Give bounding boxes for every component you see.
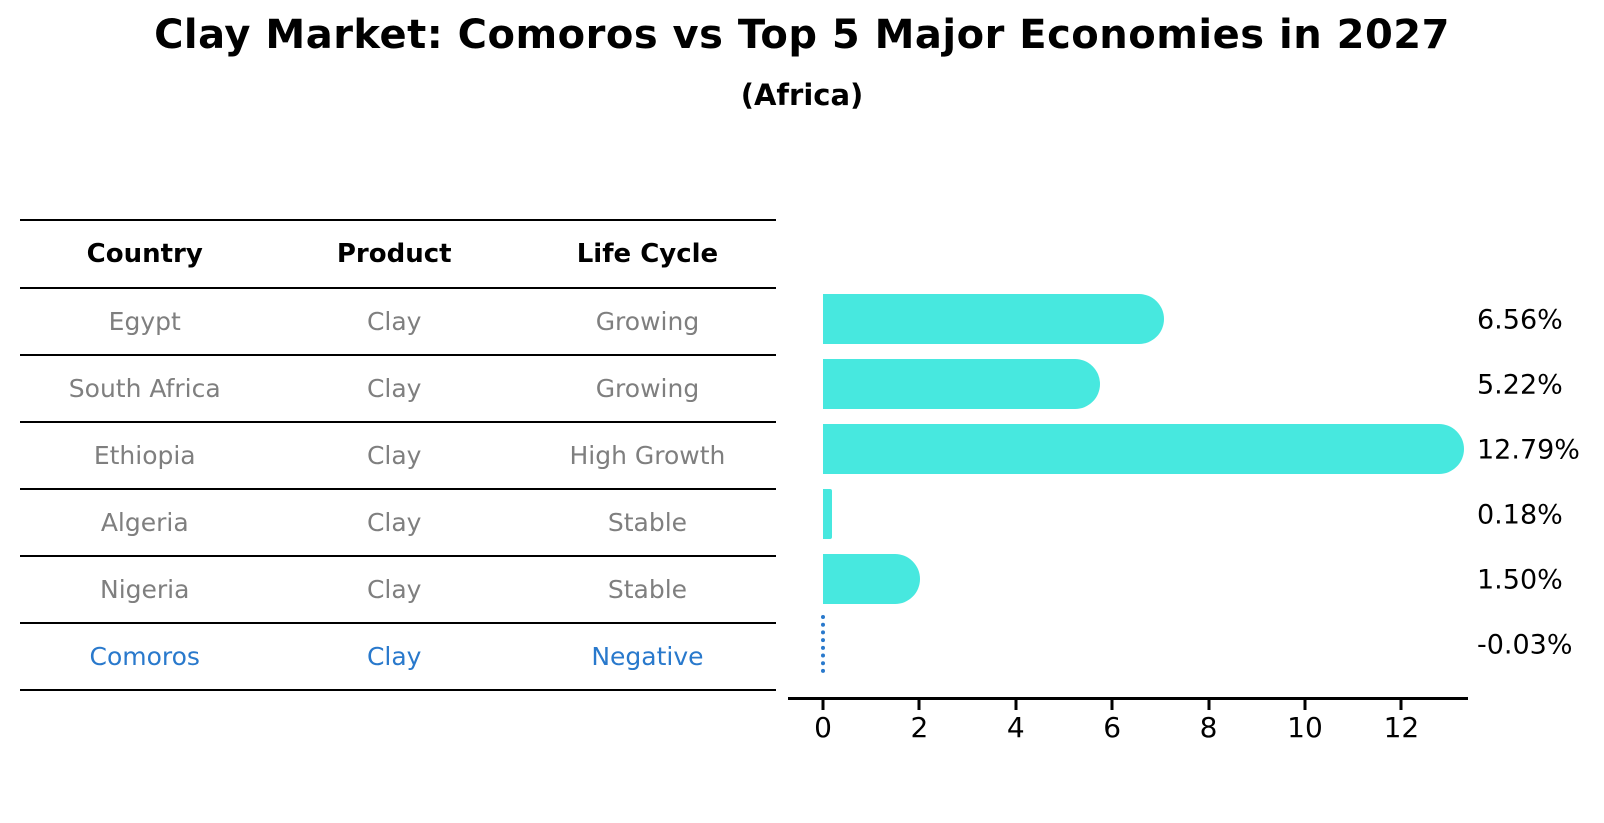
table-cell-country: Comoros: [89, 642, 200, 671]
chart-subtitle: (Africa): [740, 78, 864, 112]
table-row-ethiopia: Ethiopia Clay High Growth: [20, 423, 776, 490]
bar-row-egypt: [788, 287, 1488, 352]
bars-area: [788, 287, 1488, 677]
x-tick-label-12: 12: [1383, 711, 1420, 744]
table-row-nigeria: Nigeria Clay Stable: [20, 557, 776, 624]
table-cell-country: Egypt: [108, 307, 181, 336]
table-cell-country: Algeria: [100, 508, 189, 537]
table-row-south-africa: South Africa Clay Growing: [20, 356, 776, 423]
table-cell-product: Clay: [366, 508, 422, 537]
bar-value-label-algeria: 0.18%: [1477, 499, 1563, 530]
x-tick-label-6: 6: [1103, 711, 1122, 744]
table-cell-product: Clay: [366, 642, 422, 671]
x-tick-8: [1207, 700, 1211, 710]
bar-row-algeria: [788, 482, 1488, 547]
table-row-comoros: Comoros Clay Negative: [20, 624, 776, 691]
bar-value-label-south-africa: 5.22%: [1477, 369, 1563, 400]
table-row-egypt: Egypt Clay Growing: [20, 289, 776, 356]
bar-row-south-africa: [788, 352, 1488, 417]
table-cell-lifecycle: Growing: [595, 307, 700, 336]
x-axis-line: [788, 697, 1468, 700]
bar-row-nigeria: [788, 547, 1488, 612]
chart-title: Clay Market: Comoros vs Top 5 Major Econ…: [154, 12, 1450, 58]
x-tick-12: [1399, 700, 1403, 710]
table-cell-country: Nigeria: [100, 575, 190, 604]
bar-row-ethiopia: [788, 417, 1488, 482]
bar-algeria: [823, 489, 832, 539]
table-header-country: Country: [86, 239, 203, 269]
bar-south-africa: [823, 359, 1100, 409]
x-tick-10: [1303, 700, 1307, 710]
x-tick-2: [917, 700, 921, 710]
bar-value-label-nigeria: 1.50%: [1477, 564, 1563, 595]
bar-chart: 0 2 4 6 8 10 12: [788, 287, 1488, 767]
bar-value-label-ethiopia: 12.79%: [1477, 434, 1580, 465]
table-body: Egypt Clay Growing South Africa Clay Gro…: [20, 289, 776, 691]
x-tick-label-0: 0: [814, 711, 832, 744]
table-cell-product: Clay: [366, 374, 422, 403]
table-cell-lifecycle: Negative: [591, 642, 704, 671]
table-header-product: Product: [336, 239, 452, 269]
table-cell-lifecycle: Stable: [607, 508, 688, 537]
x-tick-label-4: 4: [1006, 711, 1025, 744]
table-header-row: Country Product Life Cycle: [20, 221, 776, 289]
x-tick-label-8: 8: [1199, 711, 1218, 744]
negative-bar-dashed-line-comoros: [821, 615, 825, 673]
bar-value-label-egypt: 6.56%: [1477, 304, 1563, 335]
bar-row-comoros: [788, 612, 1488, 677]
country-table: Country Product Life Cycle Egypt Clay Gr…: [20, 219, 776, 691]
table-cell-country: South Africa: [68, 374, 221, 403]
table-header-lifecycle: Life Cycle: [576, 239, 719, 269]
bar-value-label-comoros: -0.03%: [1477, 629, 1573, 660]
x-tick-label-2: 2: [910, 711, 929, 744]
table-cell-product: Clay: [366, 441, 422, 470]
bar-ethiopia: [823, 424, 1465, 474]
x-tick-6: [1110, 700, 1114, 710]
bar-nigeria: [823, 554, 921, 604]
table-cell-country: Ethiopia: [93, 441, 196, 470]
table-cell-lifecycle: Growing: [595, 374, 700, 403]
x-tick-4: [1014, 700, 1018, 710]
table-cell-lifecycle: High Growth: [569, 441, 726, 470]
x-tick-label-10: 10: [1287, 711, 1323, 744]
bar-egypt: [823, 294, 1165, 344]
table-cell-lifecycle: Stable: [607, 575, 688, 604]
x-tick-0: [821, 700, 825, 710]
table-cell-product: Clay: [366, 575, 422, 604]
table-cell-product: Clay: [366, 307, 422, 336]
table-row-algeria: Algeria Clay Stable: [20, 490, 776, 557]
